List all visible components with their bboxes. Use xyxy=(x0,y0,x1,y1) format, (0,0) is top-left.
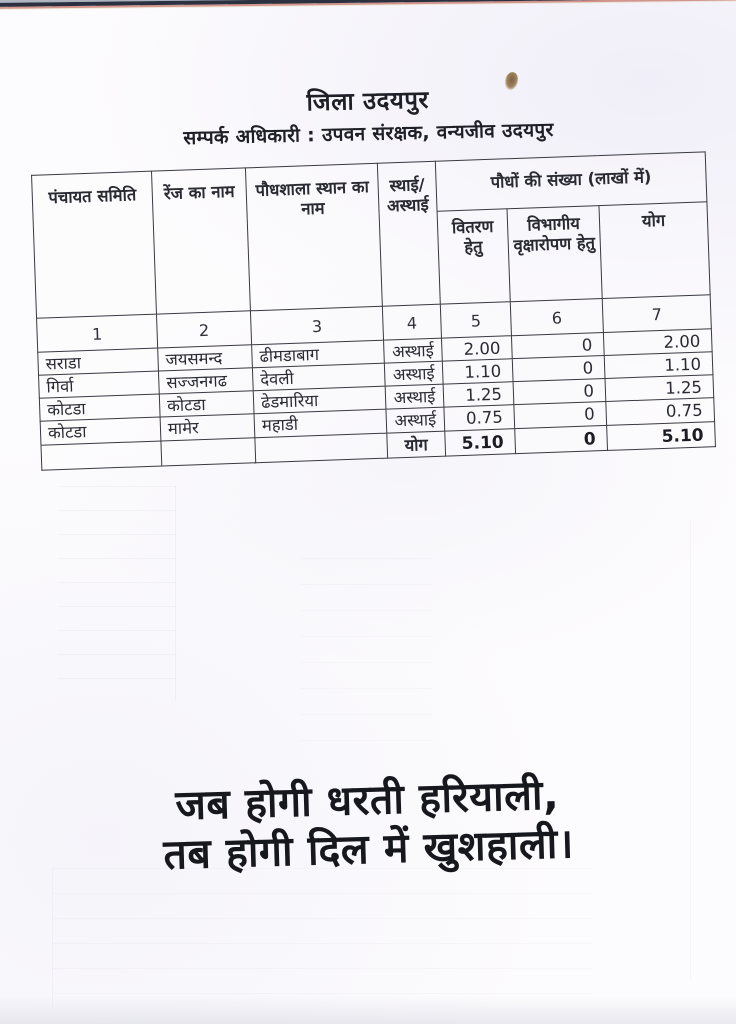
cell-total-departmental: 0 xyxy=(514,424,608,454)
cell-range: मामेर xyxy=(160,414,255,441)
column-number: 5 xyxy=(440,301,512,339)
cell-departmental: 0 xyxy=(512,355,606,382)
cell-empty xyxy=(160,437,256,466)
cell-total: 1.10 xyxy=(604,351,713,379)
cell-range: सज्जनगढ xyxy=(158,367,254,395)
column-number: 6 xyxy=(510,298,604,336)
cell-distribution: 2.00 xyxy=(441,335,513,362)
cell-total-distribution: 5.10 xyxy=(444,428,516,456)
cell-range: जयसमन्द xyxy=(157,344,253,372)
cell-departmental: 0 xyxy=(511,332,605,359)
cell-type: अस्थाई xyxy=(384,361,444,387)
cell-type: अस्थाई xyxy=(385,407,445,433)
slogan: जब होगी धरती हरियाली, तब होगी दिल में खु… xyxy=(0,766,736,885)
cell-type: अस्थाई xyxy=(385,384,444,410)
cell-total: 1.25 xyxy=(605,374,714,402)
column-number: 7 xyxy=(602,294,712,333)
cell-total: 0.75 xyxy=(605,398,715,425)
scanner-bottom-artifact xyxy=(0,996,736,1024)
column-number: 3 xyxy=(250,306,384,345)
header-nursery-location: पौधशाला स्थान का नाम xyxy=(245,163,383,311)
cell-distribution: 1.25 xyxy=(443,381,514,408)
cell-departmental: 0 xyxy=(513,378,606,406)
header-permanent-temporary: स्थाई/ अस्थाई xyxy=(377,161,441,307)
header-total: योग xyxy=(598,201,711,299)
bleed-through-artifact xyxy=(58,486,176,700)
scanner-edge-artifact xyxy=(0,0,736,7)
header-departmental-plantation: विभागीय वृक्षारोपण हेतु xyxy=(507,205,603,302)
bleed-through-artifact xyxy=(300,558,432,763)
cell-departmental: 0 xyxy=(513,401,607,429)
header-panchayat-samiti: पंचायत समिति xyxy=(31,171,157,319)
bleed-through-artifact xyxy=(690,520,691,980)
cell-empty xyxy=(40,440,162,470)
cell-total: 2.00 xyxy=(603,328,713,356)
header-for-distribution: वितरण हेतु xyxy=(437,208,511,305)
cell-type: अस्थाई xyxy=(383,338,443,364)
column-number: 2 xyxy=(156,310,252,349)
nursery-table: पंचायत समिति रेंज का नाम पौधशाला स्थान क… xyxy=(31,151,716,471)
cell-grand-total: 5.10 xyxy=(606,421,716,450)
cell-distribution: 1.10 xyxy=(442,358,514,385)
cell-distribution: 0.75 xyxy=(443,405,515,431)
column-number: 1 xyxy=(36,314,158,353)
bleed-through-artifact xyxy=(52,868,592,1008)
title-block: जिला उदयपुर सम्पर्क अधिकारी : उपवन संरक्… xyxy=(0,76,736,155)
column-number: 4 xyxy=(382,304,442,341)
nursery-table-wrap: पंचायत समिति रेंज का नाम पौधशाला स्थान क… xyxy=(31,151,717,471)
cell-total-label: योग xyxy=(386,430,446,458)
cell-range: कोटडा xyxy=(159,391,255,418)
header-range-name: रेंज का नाम xyxy=(151,167,251,315)
cell-empty xyxy=(254,432,388,463)
